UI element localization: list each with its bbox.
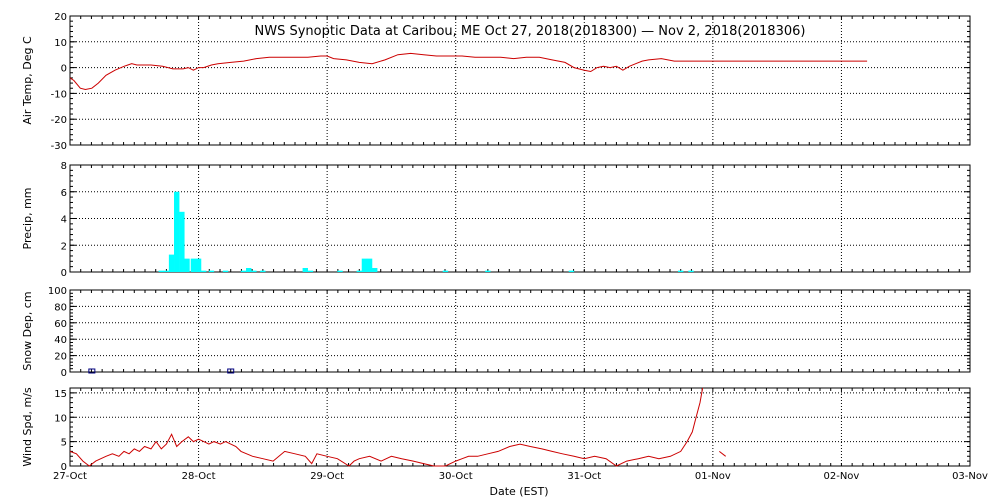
precip-bar — [372, 267, 378, 272]
precip-y-tick-label: 6 — [61, 188, 67, 199]
precip-bar — [366, 258, 373, 272]
air-temp-panel: 20 10 0 -10 -20 -30 Air Temp, Deg C — [21, 12, 971, 152]
snow-depth-point — [88, 368, 96, 374]
air-temp-y-tick-label: -30 — [51, 141, 67, 152]
precip-bar — [678, 270, 684, 272]
precip-bar — [356, 270, 362, 272]
wind-speed-series-line — [69, 387, 704, 467]
x-axis-tick-labels: 27-Oct 28-Oct 29-Oct 30-Oct 31-Oct 01-Nov 02-N… — [53, 471, 988, 482]
wind-speed-panel: 15 10 5 0 Wind Spd, m/s — [21, 387, 971, 473]
precip-bar — [337, 270, 343, 272]
air-temp-y-tick-label: 10 — [54, 38, 67, 49]
precip-bar — [302, 267, 308, 272]
x-tick-label: 02-Nov — [823, 471, 859, 482]
precip-bar — [251, 270, 257, 272]
air-temp-y-tick-label: -20 — [51, 115, 67, 126]
air-temp-y-tick-label: 0 — [61, 64, 67, 75]
snow-depth-y-tick-label: 80 — [54, 302, 67, 313]
air-temp-series-line — [69, 52, 868, 91]
precip-panel: 8 6 4 2 0 Precip, mm — [21, 161, 971, 279]
x-tick-label: 27-Oct — [53, 471, 87, 482]
precip-bar — [568, 270, 575, 272]
precip-bar — [222, 270, 229, 272]
air-temp-y-tick-label: -10 — [51, 89, 67, 100]
snow-depth-point — [227, 368, 235, 374]
precip-y-tick-label: 8 — [61, 161, 67, 172]
precip-y-tick-label: 4 — [61, 215, 67, 226]
precip-bar — [361, 258, 368, 272]
precip-bar — [174, 191, 180, 272]
air-temp-y-tick-label: 20 — [54, 12, 67, 23]
chart-title: NWS Synoptic Data at Caribou, ME Oct 27,… — [255, 24, 806, 39]
precip-bar — [163, 270, 170, 272]
snow-depth-plot-frame — [69, 289, 971, 373]
x-tick-label: 03-Nov — [952, 471, 988, 482]
precip-bar — [195, 258, 202, 272]
precip-bar — [190, 258, 197, 272]
wind-speed-y-tick-label: 5 — [61, 438, 67, 449]
precip-bar — [442, 270, 449, 272]
precip-bar — [158, 270, 164, 272]
wind-speed-y-tick-label: 10 — [54, 413, 67, 424]
snow-depth-y-tick-label: 60 — [54, 319, 67, 330]
precip-bar — [307, 270, 314, 272]
precip-bar — [688, 270, 694, 272]
x-tick-label: 01-Nov — [695, 471, 731, 482]
precip-bar — [201, 270, 207, 272]
precip-y-tick-label: 0 — [61, 268, 67, 279]
precip-bar — [485, 270, 491, 272]
snow-depth-y-tick-label: 20 — [54, 352, 67, 363]
x-tick-label: 31-Oct — [567, 471, 601, 482]
snow-depth-y-axis-label: Snow Dep, cm — [21, 291, 34, 370]
air-temp-y-axis-label: Air Temp, Deg C — [21, 36, 34, 125]
precip-bar — [240, 270, 247, 272]
precip-y-tick-label: 2 — [61, 241, 67, 252]
precip-bar — [179, 211, 185, 272]
precip-bar — [260, 270, 266, 272]
x-axis-label: Date (EST) — [489, 485, 548, 498]
precip-bar — [184, 258, 190, 272]
wind-speed-plot-frame — [69, 387, 971, 467]
precip-bar — [246, 267, 252, 272]
snow-depth-y-tick-label: 0 — [61, 368, 67, 379]
wind-speed-series-line — [718, 451, 727, 457]
x-tick-label: 29-Oct — [310, 471, 344, 482]
wind-speed-y-axis-label: Wind Spd, m/s — [21, 387, 34, 467]
wind-speed-y-tick-label: 15 — [54, 389, 67, 400]
x-tick-label: 28-Oct — [182, 471, 216, 482]
precip-bar — [208, 270, 215, 272]
wind-speed-y-tick-label: 0 — [61, 462, 67, 473]
precip-y-axis-label: Precip, mm — [21, 188, 34, 250]
snow-depth-panel: 100 80 60 40 20 0 Snow Dep, cm — [21, 286, 971, 379]
x-tick-label: 30-Oct — [439, 471, 473, 482]
precip-bar — [168, 254, 175, 272]
snow-depth-y-tick-label: 40 — [54, 335, 67, 346]
snow-depth-y-tick-label: 100 — [48, 286, 67, 297]
